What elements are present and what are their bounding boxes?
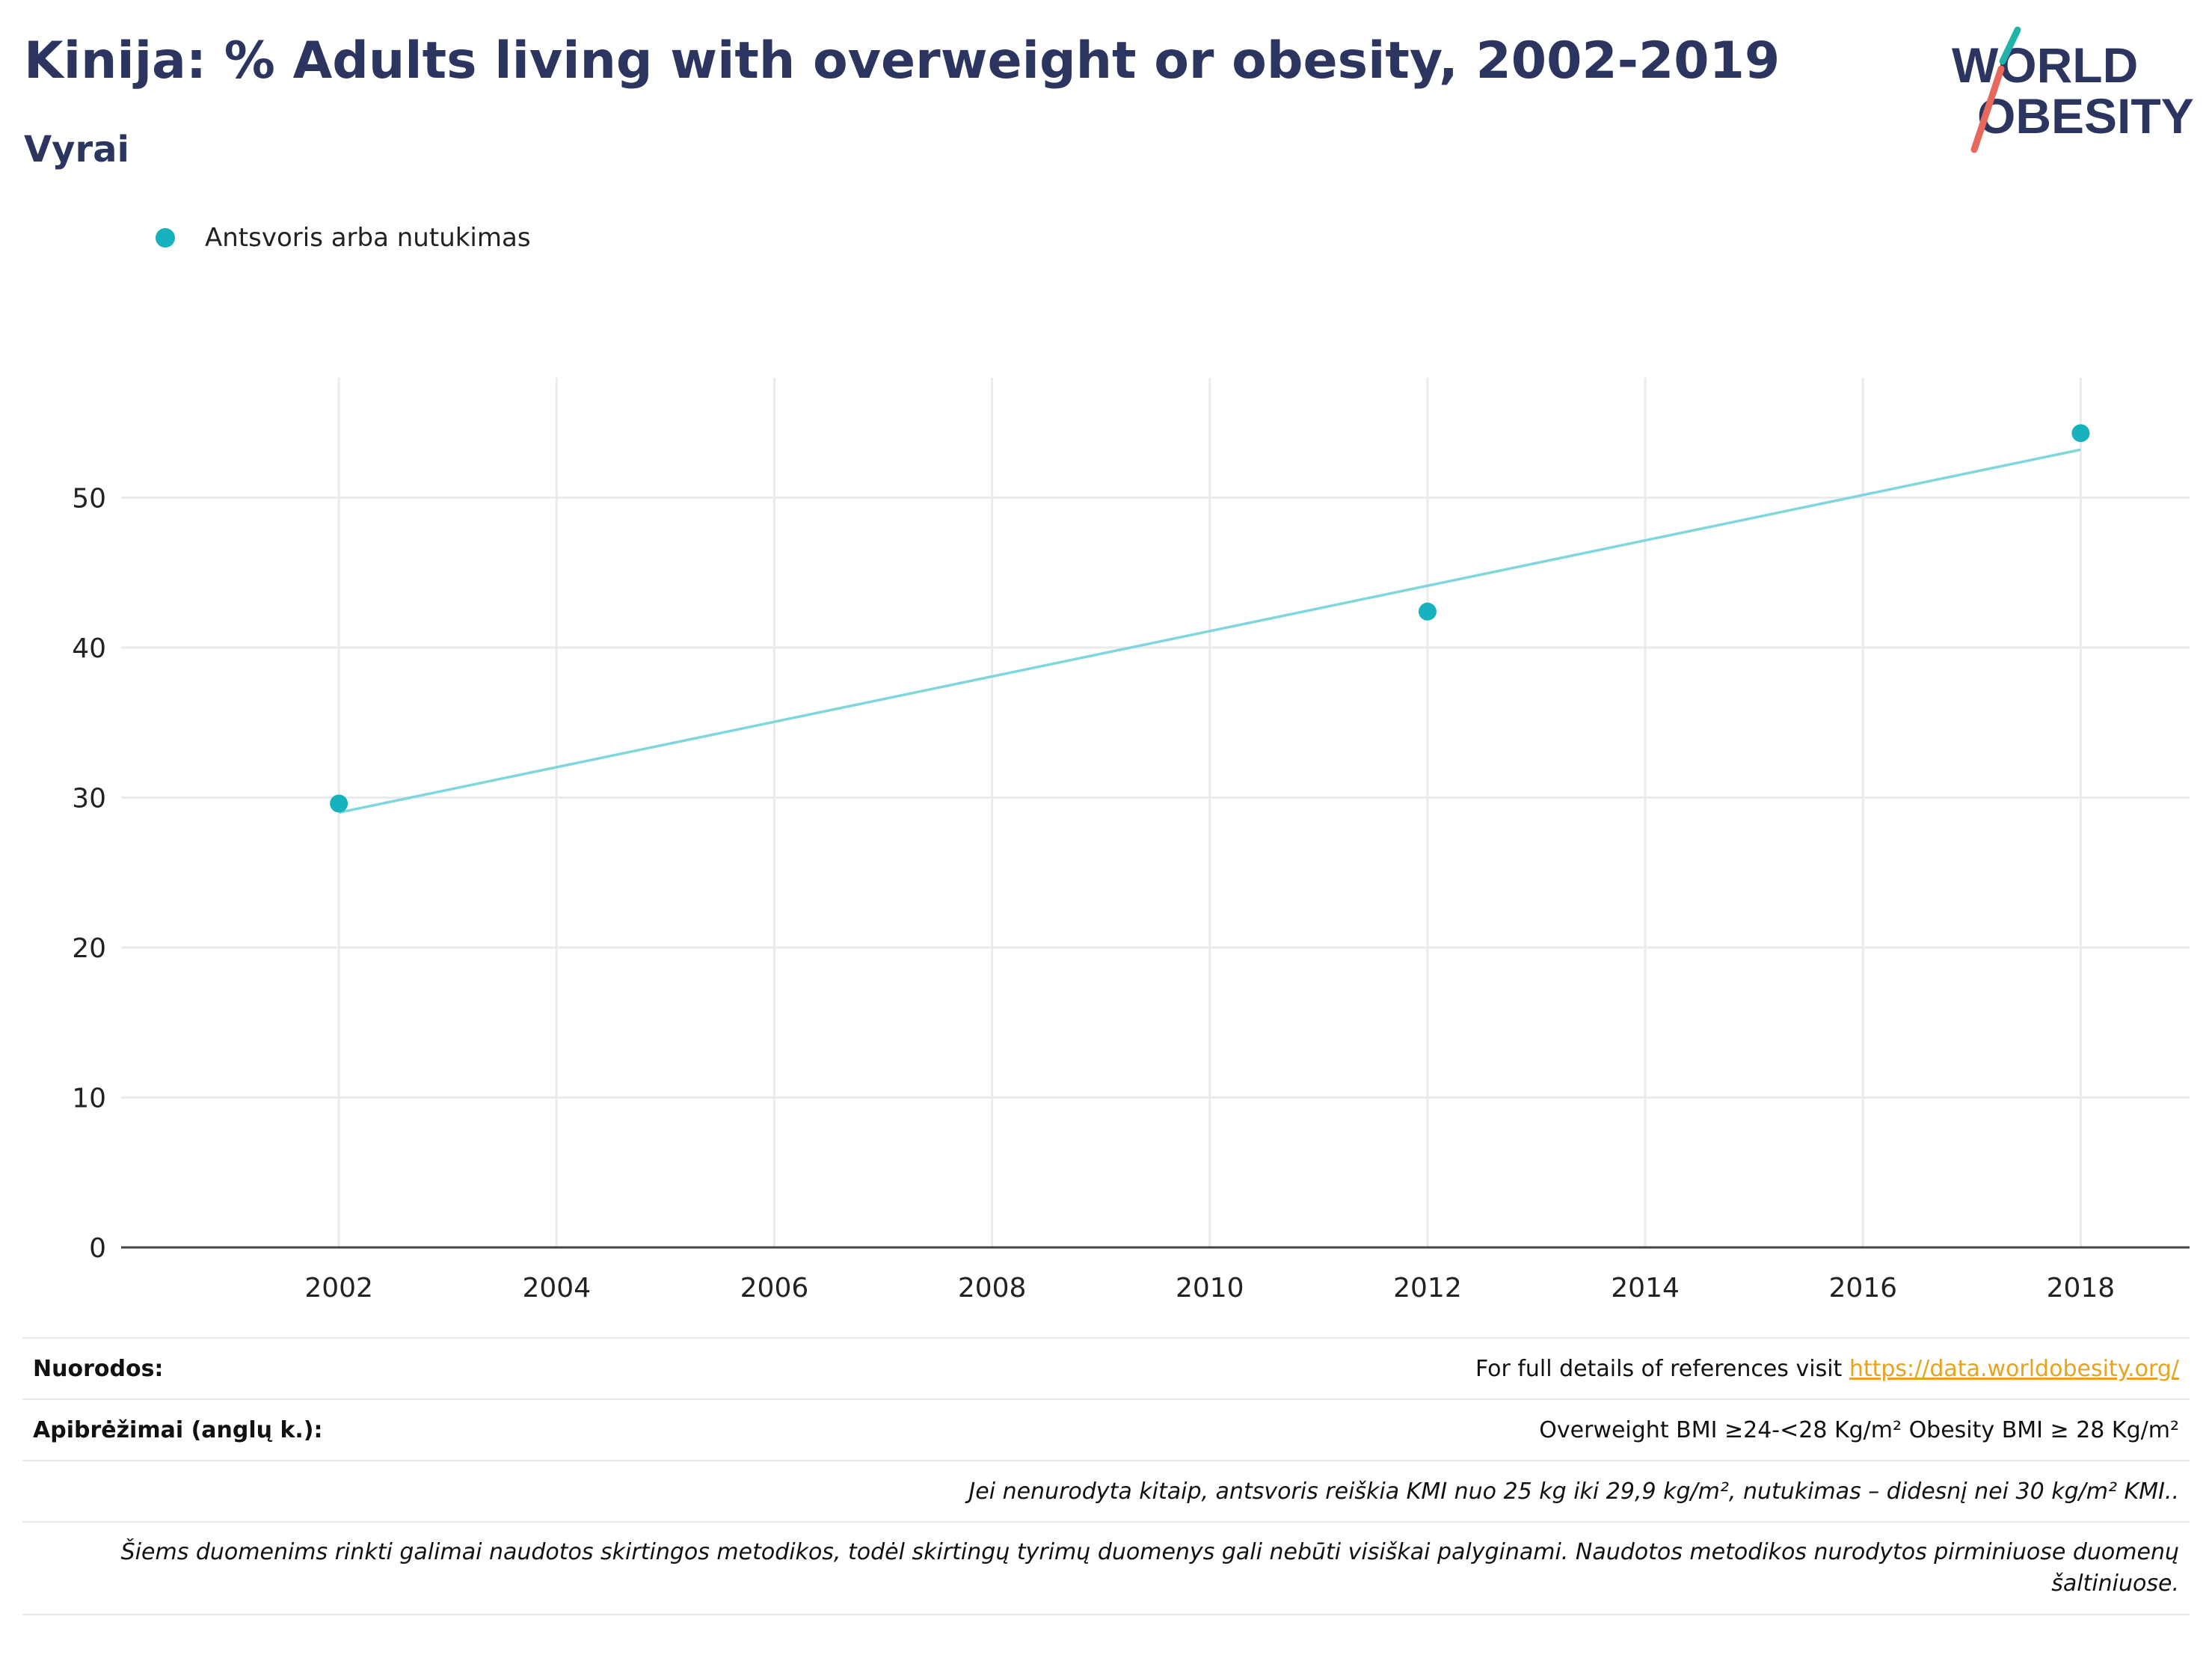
world-obesity-logo: WORLD OBESITY [1952, 26, 2194, 153]
x-tick-label-2004: 2004 [523, 1273, 592, 1304]
methodology-row: Šiems duomenims rinkti galimai naudotos … [22, 1521, 2190, 1615]
default-note: Jei nenurodyta kitaip, antsvoris reiškia… [968, 1478, 2179, 1505]
definitions-label: Apibrėžimai (anglų k.): [33, 1416, 323, 1443]
x-tick-label-2012: 2012 [1393, 1273, 1462, 1304]
references-row: Nuorodos: For full details of references… [22, 1337, 2190, 1398]
x-tick-label-2002: 2002 [304, 1273, 373, 1304]
x-tick-label-2008: 2008 [958, 1273, 1027, 1304]
logo-line2: OBESITY [1977, 88, 2194, 144]
legend-label: Antsvoris arba nutukimas [205, 223, 531, 253]
data-point-2002 [330, 794, 348, 813]
references-link[interactable]: https://data.worldobesity.org/ [1849, 1355, 2179, 1382]
y-tick-label-30: 30 [72, 783, 106, 814]
logo-coral-slash [1970, 65, 2005, 153]
trend-line [338, 448, 2081, 814]
chart-subtitle: Vyrai [24, 129, 129, 171]
legend-marker [156, 228, 175, 248]
x-tick-label-2010: 2010 [1176, 1273, 1244, 1304]
definitions-text: Overweight BMI ≥24-<28 Kg/m² Obesity BMI… [1539, 1416, 2179, 1443]
default-note-row: Jei nenurodyta kitaip, antsvoris reiškia… [22, 1460, 2190, 1521]
methodology-note: Šiems duomenims rinkti galimai naudotos … [120, 1539, 2179, 1597]
y-tick-label-50: 50 [72, 483, 106, 514]
logo-line1: WORLD [1952, 37, 2138, 93]
y-tick-label-20: 20 [72, 933, 106, 964]
legend[interactable]: Antsvoris arba nutukimas [156, 223, 531, 253]
x-tick-label-2006: 2006 [740, 1273, 809, 1304]
references-text: For full details of references visit htt… [1475, 1356, 2179, 1382]
x-tick-label-2014: 2014 [1611, 1273, 1680, 1304]
x-tick-label-2018: 2018 [2047, 1273, 2116, 1304]
data-point-2018 [2071, 424, 2090, 443]
references-prefix: For full details of references visit [1475, 1355, 1849, 1382]
x-tick-label-2016: 2016 [1828, 1273, 1897, 1304]
references-label: Nuorodos: [33, 1355, 164, 1382]
notes-table: Nuorodos: For full details of references… [22, 1337, 2190, 1615]
y-tick-label-40: 40 [72, 633, 106, 664]
data-point-2012 [1418, 602, 1437, 621]
y-tick-label-0: 0 [89, 1233, 106, 1264]
definitions-row: Apibrėžimai (anglų k.): Overweight BMI ≥… [22, 1398, 2190, 1460]
chart-plot: 2002 2004 2006 2008 2010 2012 2014 2016 2018 0 10 2… [72, 378, 2190, 1304]
logo-teal-slash [1999, 26, 2021, 65]
chart-title: Kinija: % Adults living with overweight … [24, 31, 1781, 90]
y-tick-label-10: 10 [72, 1083, 106, 1114]
